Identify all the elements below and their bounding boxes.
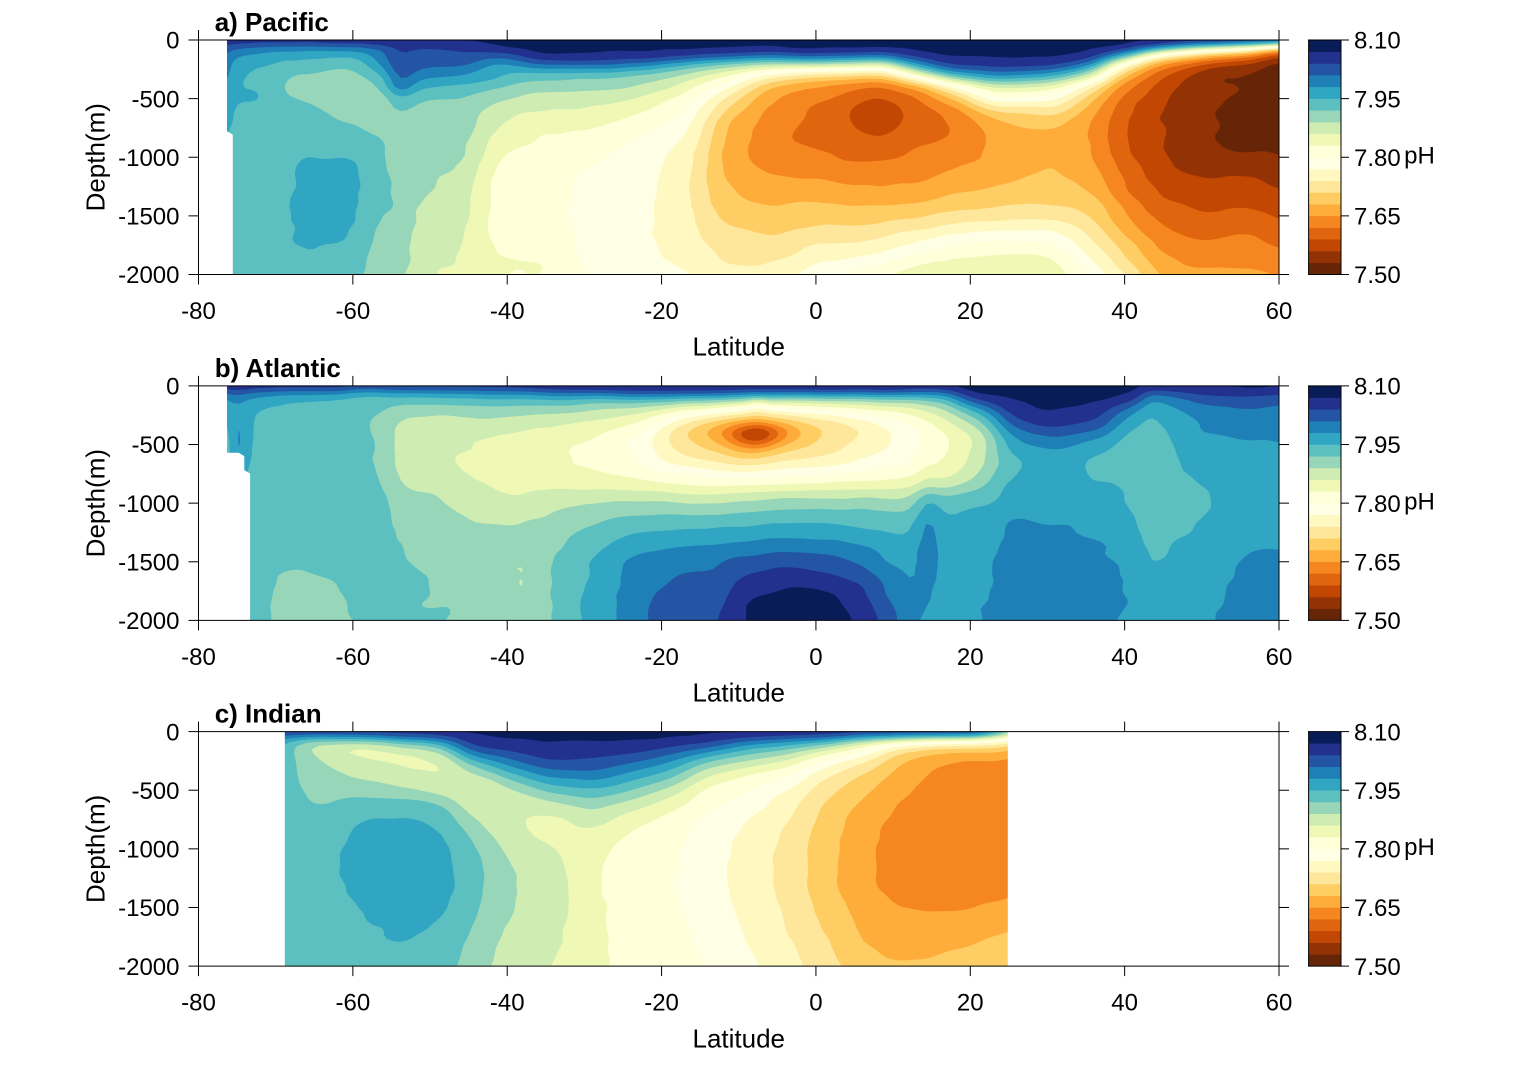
svg-text:-20: -20 — [644, 298, 679, 325]
svg-text:-1500: -1500 — [118, 549, 179, 576]
svg-text:b) Atlantic: b) Atlantic — [215, 353, 341, 383]
svg-text:40: 40 — [1111, 644, 1138, 671]
svg-text:-500: -500 — [131, 432, 179, 459]
svg-text:0: 0 — [166, 374, 179, 401]
svg-text:-80: -80 — [181, 989, 216, 1016]
svg-text:-1500: -1500 — [118, 895, 179, 922]
svg-text:7.95: 7.95 — [1354, 432, 1401, 459]
svg-text:60: 60 — [1266, 989, 1293, 1016]
svg-text:-500: -500 — [131, 778, 179, 805]
svg-text:8.10: 8.10 — [1354, 719, 1401, 746]
svg-text:0: 0 — [166, 719, 179, 746]
svg-text:20: 20 — [957, 298, 984, 325]
svg-text:-1000: -1000 — [118, 145, 179, 172]
svg-text:7.50: 7.50 — [1354, 262, 1401, 289]
svg-text:8.10: 8.10 — [1354, 28, 1401, 55]
svg-text:-60: -60 — [336, 298, 371, 325]
svg-text:-40: -40 — [490, 298, 525, 325]
svg-text:-60: -60 — [336, 989, 371, 1016]
svg-text:-20: -20 — [644, 989, 679, 1016]
svg-text:Depth(m): Depth(m) — [81, 449, 111, 557]
svg-text:Depth(m): Depth(m) — [81, 103, 111, 211]
svg-text:0: 0 — [166, 28, 179, 55]
svg-text:-500: -500 — [131, 86, 179, 113]
svg-text:8.10: 8.10 — [1354, 374, 1401, 401]
svg-text:7.65: 7.65 — [1354, 895, 1401, 922]
svg-text:0: 0 — [809, 989, 822, 1016]
svg-text:7.50: 7.50 — [1354, 954, 1401, 981]
svg-text:-40: -40 — [490, 644, 525, 671]
svg-text:Latitude: Latitude — [692, 332, 785, 362]
svg-text:-1000: -1000 — [118, 837, 179, 864]
svg-text:7.95: 7.95 — [1354, 778, 1401, 805]
svg-text:Latitude: Latitude — [692, 678, 785, 708]
svg-text:Depth(m): Depth(m) — [81, 795, 111, 903]
svg-text:20: 20 — [957, 644, 984, 671]
svg-text:-1000: -1000 — [118, 491, 179, 518]
svg-text:0: 0 — [809, 644, 822, 671]
svg-text:60: 60 — [1266, 644, 1293, 671]
svg-text:7.65: 7.65 — [1354, 549, 1401, 576]
svg-text:-40: -40 — [490, 989, 525, 1016]
svg-text:40: 40 — [1111, 989, 1138, 1016]
svg-text:0: 0 — [809, 298, 822, 325]
svg-text:pH: pH — [1404, 834, 1435, 861]
svg-text:7.80: 7.80 — [1354, 837, 1401, 864]
svg-text:pH: pH — [1404, 488, 1435, 515]
svg-text:20: 20 — [957, 989, 984, 1016]
svg-text:60: 60 — [1266, 298, 1293, 325]
svg-text:7.65: 7.65 — [1354, 204, 1401, 231]
svg-text:Latitude: Latitude — [692, 1023, 785, 1053]
svg-text:-20: -20 — [644, 644, 679, 671]
svg-text:a) Pacific: a) Pacific — [215, 7, 329, 37]
svg-text:7.95: 7.95 — [1354, 86, 1401, 113]
svg-text:7.50: 7.50 — [1354, 608, 1401, 635]
svg-text:40: 40 — [1111, 298, 1138, 325]
svg-text:7.80: 7.80 — [1354, 145, 1401, 172]
svg-text:c) Indian: c) Indian — [215, 699, 322, 729]
svg-text:-80: -80 — [181, 298, 216, 325]
svg-text:-1500: -1500 — [118, 204, 179, 231]
svg-text:-60: -60 — [336, 644, 371, 671]
svg-text:-2000: -2000 — [118, 954, 179, 981]
svg-text:-2000: -2000 — [118, 608, 179, 635]
svg-text:-80: -80 — [181, 644, 216, 671]
svg-text:7.80: 7.80 — [1354, 491, 1401, 518]
svg-text:-2000: -2000 — [118, 262, 179, 289]
svg-text:pH: pH — [1404, 142, 1435, 169]
